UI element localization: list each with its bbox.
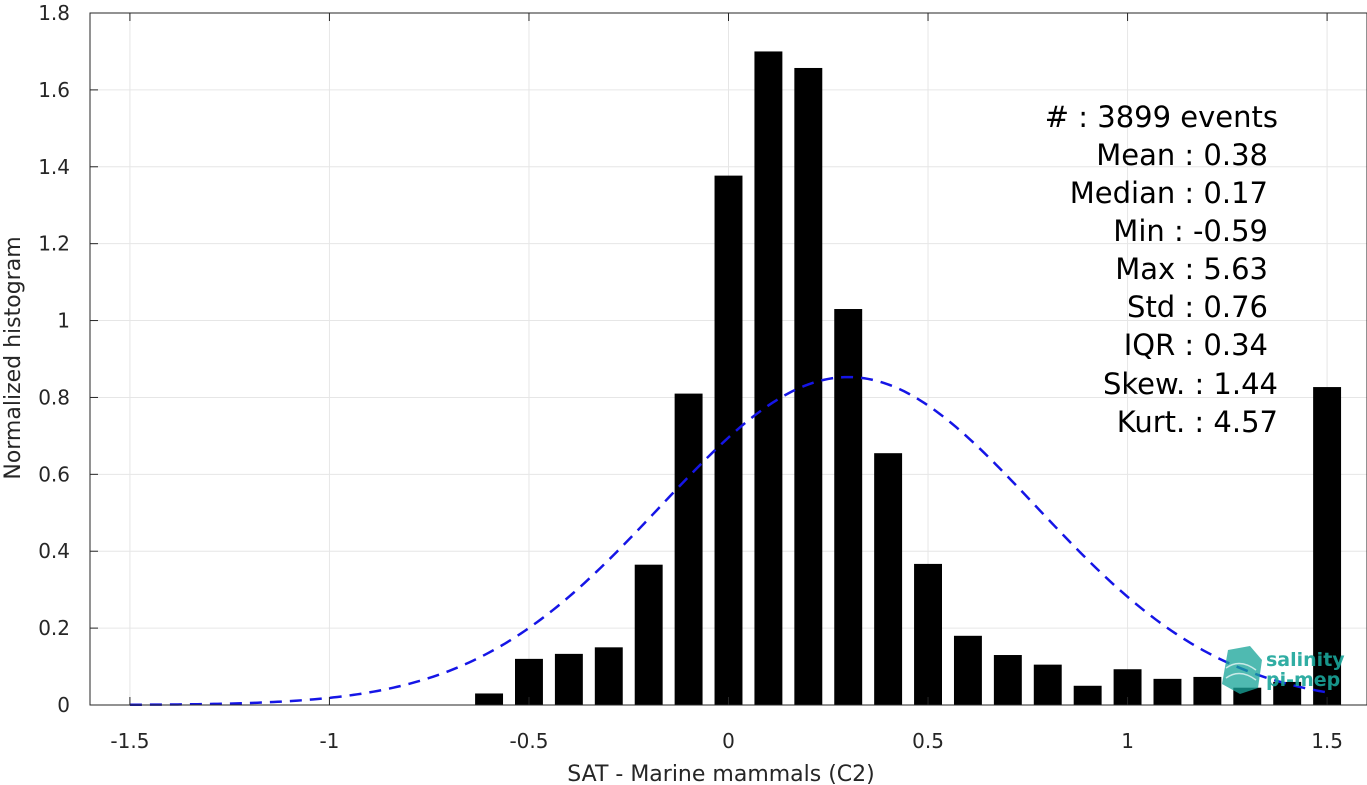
y-tick-label-3: 0.6 — [38, 462, 70, 486]
y-axis-label: Normalized histogram — [1, 236, 26, 479]
x-tick-label-4: 0.5 — [912, 729, 944, 753]
histogram-bar-5 — [674, 393, 703, 705]
x-tick-label-5: 1 — [1121, 729, 1134, 753]
fit-curve-layer — [129, 375, 1328, 707]
logo-line2: pi-mep — [1266, 669, 1340, 691]
x-tick-label-2: -0.5 — [509, 729, 548, 753]
histogram-bar-20 — [1273, 681, 1302, 705]
logo-wave-icon — [1225, 662, 1257, 681]
y-tick-labels: 0 0.2 0.4 0.6 0.8 1 1.2 1.4 1.6 1.8 — [38, 1, 70, 717]
histogram-bar-6 — [714, 175, 743, 705]
salinity-pi-mep-logo: salinity pi-mep — [1222, 646, 1345, 694]
histogram-bar-0 — [475, 693, 504, 705]
stat-max: Max : 5.63 — [1115, 252, 1268, 286]
histogram-bar-18 — [1193, 676, 1222, 705]
histogram-bar-17 — [1153, 678, 1182, 705]
y-tick-label-5: 1 — [57, 309, 70, 333]
histogram-bar-15 — [1073, 685, 1102, 705]
gaussian-fit-curve — [129, 375, 1328, 707]
y-tick-label-1: 0.2 — [38, 616, 70, 640]
y-tick-label-2: 0.4 — [38, 539, 70, 563]
logo-line1: salinity — [1266, 649, 1345, 671]
histogram-bar-14 — [1033, 664, 1062, 705]
stat-mean: Mean : 0.38 — [1096, 138, 1268, 172]
y-tick-label-6: 1.2 — [38, 232, 70, 256]
stat-median: Median : 0.17 — [1070, 176, 1268, 210]
x-axis-label: SAT - Marine mammals (C2) — [567, 762, 875, 785]
statistics-annotation: # : 3899 events Mean : 0.38 Median : 0.1… — [1045, 100, 1278, 439]
histogram-bar-3 — [594, 647, 623, 705]
stat-count: # : 3899 events — [1045, 100, 1278, 134]
y-tick-label-8: 1.6 — [38, 78, 70, 102]
histogram-bar-12 — [953, 635, 982, 705]
histogram-bar-4 — [634, 564, 663, 705]
histogram-bar-7 — [754, 51, 783, 705]
histogram-bars — [475, 51, 1342, 705]
histogram-bar-9 — [834, 309, 863, 705]
histogram-bar-10 — [874, 453, 903, 705]
x-tick-labels: -1.5 -1 -0.5 0 0.5 1 1.5 — [110, 729, 1343, 753]
histogram-bar-21 — [1313, 387, 1342, 705]
stat-iqr: IQR : 0.34 — [1124, 328, 1268, 362]
axis-ticks — [90, 12, 1328, 706]
y-tick-label-7: 1.4 — [38, 155, 70, 179]
x-tick-label-3: 0 — [722, 729, 735, 753]
histogram-bar-13 — [993, 655, 1022, 705]
logo-mark-icon — [1222, 646, 1262, 694]
y-tick-label-9: 1.8 — [38, 1, 70, 25]
histogram-bar-2 — [554, 653, 583, 705]
x-tick-label-6: 1.5 — [1311, 729, 1343, 753]
stat-min: Min : -0.59 — [1113, 214, 1268, 248]
y-tick-label-0: 0 — [57, 693, 70, 717]
histogram-bar-11 — [914, 563, 942, 705]
x-tick-label-0: -1.5 — [110, 729, 149, 753]
stat-std: Std : 0.76 — [1127, 290, 1268, 324]
y-tick-label-4: 0.8 — [38, 385, 70, 409]
stat-kurt: Kurt. : 4.57 — [1117, 405, 1278, 439]
x-tick-label-1: -1 — [319, 729, 339, 753]
stat-skew: Skew. : 1.44 — [1103, 367, 1278, 401]
histogram-bar-8 — [794, 67, 823, 705]
